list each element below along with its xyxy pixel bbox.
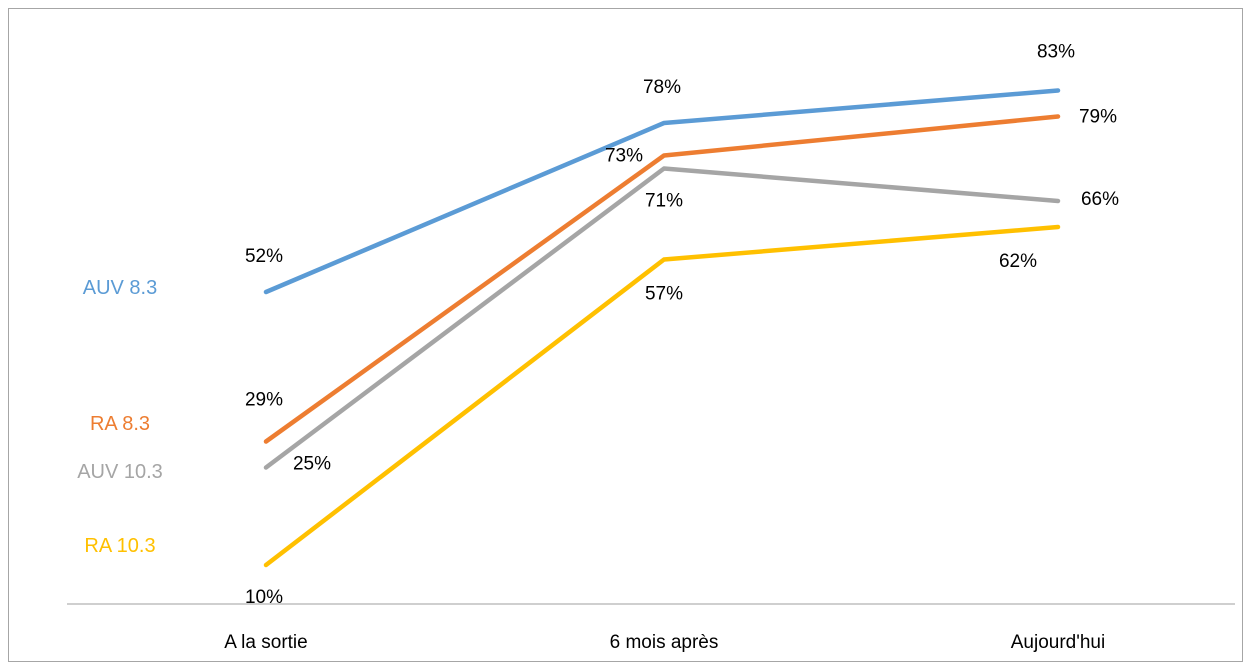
data-label: 25% (293, 454, 331, 475)
data-label: 57% (645, 284, 683, 305)
data-label: 29% (245, 390, 283, 411)
data-label: 62% (999, 251, 1037, 272)
series-layer (263, 88, 1061, 568)
data-label: 79% (1079, 107, 1117, 128)
data-label: 71% (645, 191, 683, 212)
series-line (263, 114, 1061, 444)
x-tick-label: Aujourd'hui (1011, 632, 1105, 653)
data-label: 52% (245, 246, 283, 267)
series-line (263, 166, 1061, 470)
series-name-label: AUV 8.3 (83, 277, 157, 299)
x-tick-label: A la sortie (224, 632, 307, 653)
data-label: 66% (1081, 189, 1119, 210)
x-tick-label: 6 mois après (610, 632, 719, 653)
data-label: 10% (245, 587, 283, 608)
data-label: 73% (605, 146, 643, 167)
series-line (263, 224, 1061, 568)
series-line (263, 88, 1061, 295)
series-name-label: AUV 10.3 (77, 461, 163, 483)
series-name-label: RA 10.3 (84, 535, 155, 557)
data-label: 83% (1037, 42, 1075, 63)
label-layer: A la sortie 6 mois après Aujourd'hui 52% 78%… (77, 42, 1119, 654)
series-name-label: RA 8.3 (90, 413, 150, 435)
data-label: 78% (643, 77, 681, 98)
